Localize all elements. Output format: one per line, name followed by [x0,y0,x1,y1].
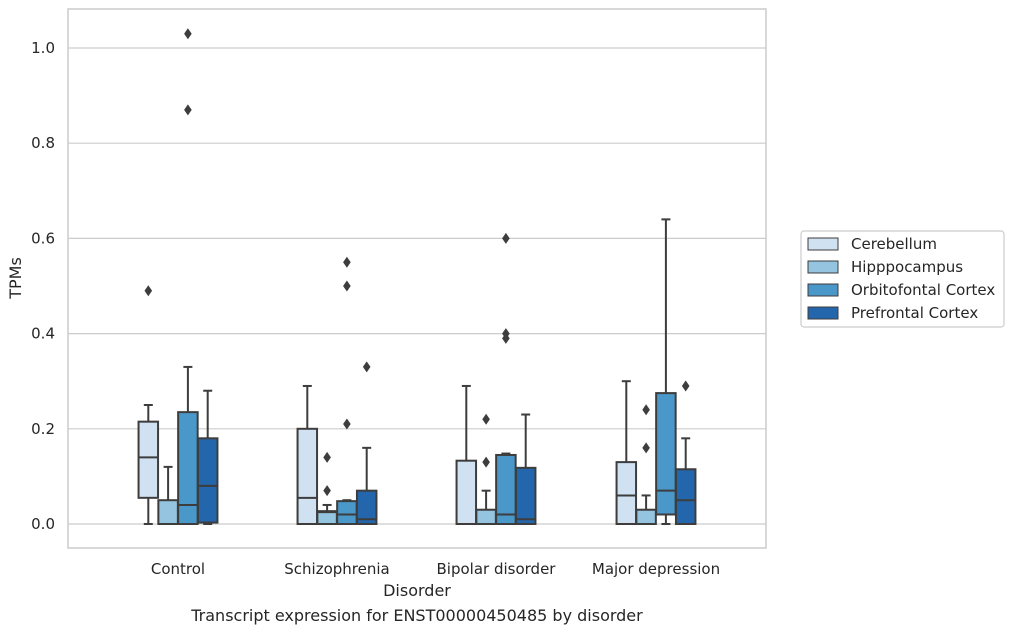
outlier-point [184,28,192,40]
y-tick-label: 1.0 [31,39,55,57]
outlier-point [482,413,490,425]
plot-frame [67,8,767,549]
y-tick-label: 0.8 [31,134,55,152]
box-iqr [655,392,677,516]
box-iqr [355,489,378,525]
box-cerebellum [137,285,160,525]
outlier-point [681,380,690,392]
chart-caption: Transcript expression for ENST0000045048… [191,606,643,625]
outlier-point [184,104,192,116]
outlier-point [642,404,650,416]
box-iqr [157,499,179,526]
outlier-point [502,232,510,244]
y-tick-label: 0.0 [31,515,55,533]
box-iqr [336,500,358,526]
legend-swatch [807,283,839,297]
y-tick-label: 0.4 [31,325,55,343]
outlier-point [502,328,510,340]
x-tick-label: Control [151,560,205,578]
y-tick-label: 0.6 [31,229,55,247]
box-hipppocampus [157,465,179,526]
outlier-point [343,418,351,430]
box-groups [137,28,697,526]
box-iqr [455,459,478,525]
outlier-point [642,442,650,454]
box-hipppocampus [475,413,497,526]
box-iqr [475,508,497,526]
outlier-point [343,280,351,292]
box-iqr [514,466,537,525]
box-iqr [196,437,219,524]
y-tick-label: 0.2 [31,420,55,438]
outlier-point [343,256,351,268]
x-tick-label: Major depression [592,560,720,578]
outlier-point [323,485,331,497]
box-orbitofontal-cortex [177,28,199,526]
y-axis-label: TPMs [6,257,25,300]
y-tick-labels: 0.0 0.2 0.4 0.6 0.8 1.0 [31,39,55,533]
box-cerebellum [615,380,638,525]
legend-label: Hipppocampus [851,258,963,276]
box-prefrontal-cortex [674,380,697,526]
box-iqr [635,508,657,526]
x-axis-label: Disorder [383,581,451,600]
legend-label: Prefrontal Cortex [851,304,978,322]
box-iqr [296,427,319,525]
box-orbitofontal-cortex [655,218,677,525]
box-cerebellum [455,384,478,525]
box-hipppocampus [635,404,657,526]
outlier-point [362,361,371,373]
box-iqr [674,468,697,526]
box-hipppocampus [316,451,338,526]
legend-label: Orbitofontal Cortex [851,281,995,299]
legend-frame [800,230,1005,328]
box-cerebellum [296,384,319,525]
outlier-point [482,456,490,468]
box-prefrontal-cortex [355,361,378,525]
outlier-point [323,451,331,463]
box-iqr [615,461,638,525]
x-tick-labels: Control Schizophrenia Bipolar disorder Majo… [151,560,720,578]
legend: Cerebellum Hipppocampus Orbitofontal Corte… [800,230,1005,328]
box-iqr [137,420,160,499]
legend-swatch [807,237,839,251]
outlier-point [144,285,153,297]
legend-label: Cerebellum [851,235,937,253]
legend-swatch [807,260,839,274]
box-prefrontal-cortex [196,389,219,525]
legend-swatch [807,306,839,320]
box-orbitofontal-cortex [336,256,358,526]
box-iqr [177,411,199,526]
box-prefrontal-cortex [514,413,537,525]
x-tick-label: Schizophrenia [284,560,389,578]
x-tick-label: Bipolar disorder [437,560,557,578]
box-orbitofontal-cortex [495,232,517,526]
